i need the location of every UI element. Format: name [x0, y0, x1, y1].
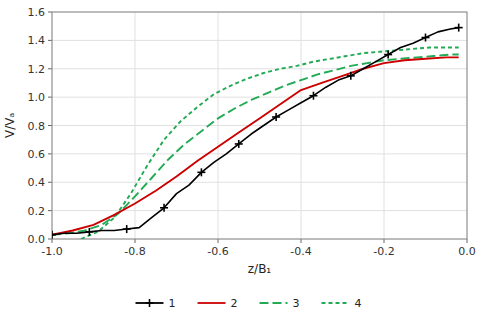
x-axis-label: z/B₁	[248, 262, 272, 276]
y-grid-line	[52, 125, 467, 126]
x-tick-label: -0.2	[373, 245, 394, 258]
marker	[160, 204, 168, 212]
x-tick-label: -0.8	[124, 245, 145, 258]
marker	[347, 72, 355, 80]
legend-item: 1	[136, 297, 176, 310]
x-tick	[218, 239, 219, 243]
legend-marker	[146, 299, 154, 307]
chart: -1.0 -0.8 -0.6 -0.4 -0.2 0.0 0.0 0.2 0.4 0.6 0.8 1.…	[0, 0, 483, 317]
plot-data	[52, 24, 463, 239]
y-grid-line	[52, 153, 467, 154]
y-grid-line	[52, 40, 467, 41]
y-tick	[48, 12, 52, 13]
legend-swatch	[260, 302, 288, 304]
series-line	[52, 57, 459, 234]
y-tick-label: 0.4	[28, 176, 46, 189]
legend-item: 3	[260, 297, 300, 310]
marker	[235, 140, 243, 148]
y-tick-label: 1.0	[28, 91, 46, 104]
marker	[123, 225, 131, 233]
plot-background	[52, 12, 467, 239]
axes: -1.0 -0.8 -0.6 -0.4 -0.2 0.0 0.0 0.2 0.4 0.6 0.8 1.…	[28, 6, 476, 258]
x-tick-label: -0.4	[290, 245, 311, 258]
legend-item: 4	[322, 297, 362, 310]
y-tick	[48, 182, 52, 183]
x-tick	[384, 239, 385, 243]
y-tick-label: 0.0	[28, 233, 46, 246]
y-tick-label: 0.6	[28, 148, 46, 161]
x-tick-label: -0.6	[207, 245, 228, 258]
legend-label: 2	[231, 297, 238, 310]
y-tick	[48, 239, 52, 240]
legend: 1 2 3 4	[136, 297, 362, 310]
x-tick-label: 0.0	[458, 245, 476, 258]
x-tick	[467, 239, 468, 243]
y-tick-label: 1.6	[28, 6, 46, 19]
x-tick	[301, 239, 302, 243]
y-tick-label: 1.4	[28, 34, 46, 47]
x-tick-label: -1.0	[41, 245, 62, 258]
y-tick-label: 0.2	[28, 205, 46, 218]
grid	[52, 12, 467, 239]
y-tick-label: 0.8	[28, 120, 46, 133]
series-line	[81, 47, 459, 239]
x-tick	[52, 239, 53, 243]
y-tick	[48, 97, 52, 98]
legend-swatch	[198, 302, 226, 304]
y-tick	[48, 125, 52, 126]
plot-frame	[52, 12, 467, 239]
marker	[272, 113, 280, 121]
y-tick	[48, 210, 52, 211]
marker	[455, 24, 463, 32]
y-grid-line	[52, 68, 467, 69]
marker	[384, 51, 392, 59]
legend-item: 2	[198, 297, 238, 310]
y-tick-label: 1.2	[28, 63, 46, 76]
y-axis-label: V/Vₐ	[3, 113, 17, 138]
marker	[197, 168, 205, 176]
legend-swatch	[322, 302, 350, 304]
x-tick	[135, 239, 136, 243]
legend-label: 4	[355, 297, 362, 310]
y-tick	[48, 153, 52, 154]
marker	[85, 228, 93, 236]
marker	[309, 92, 317, 100]
y-grid-line	[52, 182, 467, 183]
marker	[422, 34, 430, 42]
y-grid-line	[52, 210, 467, 211]
legend-label: 3	[293, 297, 300, 310]
marker	[52, 231, 56, 239]
y-tick	[48, 40, 52, 41]
series-line	[52, 28, 459, 235]
y-tick	[48, 68, 52, 69]
series-line	[52, 55, 459, 235]
legend-label: 1	[169, 297, 176, 310]
